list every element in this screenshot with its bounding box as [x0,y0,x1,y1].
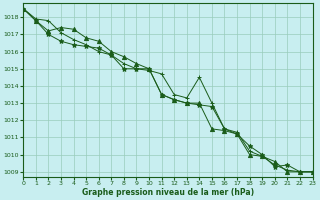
X-axis label: Graphe pression niveau de la mer (hPa): Graphe pression niveau de la mer (hPa) [82,188,254,197]
